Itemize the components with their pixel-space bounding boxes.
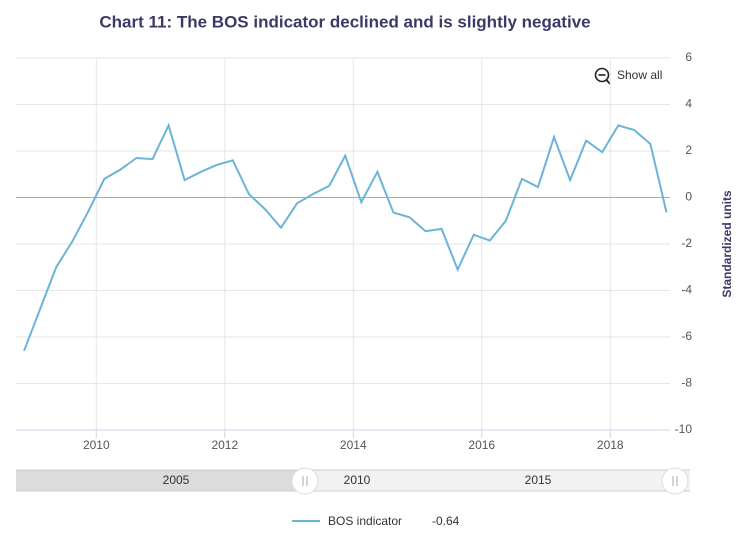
handle-circle[interactable]	[291, 467, 319, 495]
handle-circle[interactable]	[661, 467, 689, 495]
data-line	[23, 122, 668, 352]
zoom-icon	[594, 67, 610, 83]
x-tick-label: 2014	[340, 438, 367, 452]
legend-item[interactable]: BOS indicator -0.64	[292, 514, 460, 528]
y-tick-label: 0	[685, 190, 692, 204]
navigator-label: 2005	[163, 473, 190, 487]
zoom-icon-handle	[605, 79, 611, 85]
navigator-label: 2015	[525, 473, 552, 487]
legend-value: -0.64	[432, 514, 460, 528]
navigator-label: 2010	[344, 473, 371, 487]
legend-label: BOS indicator	[328, 514, 402, 528]
plot-area	[16, 57, 670, 438]
x-tick-label: 2010	[83, 438, 110, 452]
navigator-mask	[16, 470, 305, 491]
y-tick-label: -2	[681, 236, 692, 250]
y-tick-label: -8	[681, 376, 692, 390]
show-all-label[interactable]: Show all	[617, 68, 662, 82]
y-tick-label: 6	[685, 50, 692, 64]
y-axis-title: Standardized units	[720, 190, 734, 298]
x-tick-label: 2016	[468, 438, 495, 452]
navigator-handle[interactable]	[661, 467, 689, 495]
chart-title: Chart 11: The BOS indicator declined and…	[99, 12, 590, 31]
y-tick-label: -6	[681, 329, 692, 343]
x-tick-label: 2012	[211, 438, 238, 452]
y-tick-label: 4	[685, 97, 692, 111]
y-tick-label: -10	[675, 422, 693, 436]
navigator-handle[interactable]	[291, 467, 319, 495]
y-tick-label: -4	[681, 283, 692, 297]
y-tick-label: 2	[685, 143, 692, 157]
x-tick-label: 2018	[597, 438, 624, 452]
show-all-button[interactable]: Show all	[594, 67, 663, 85]
